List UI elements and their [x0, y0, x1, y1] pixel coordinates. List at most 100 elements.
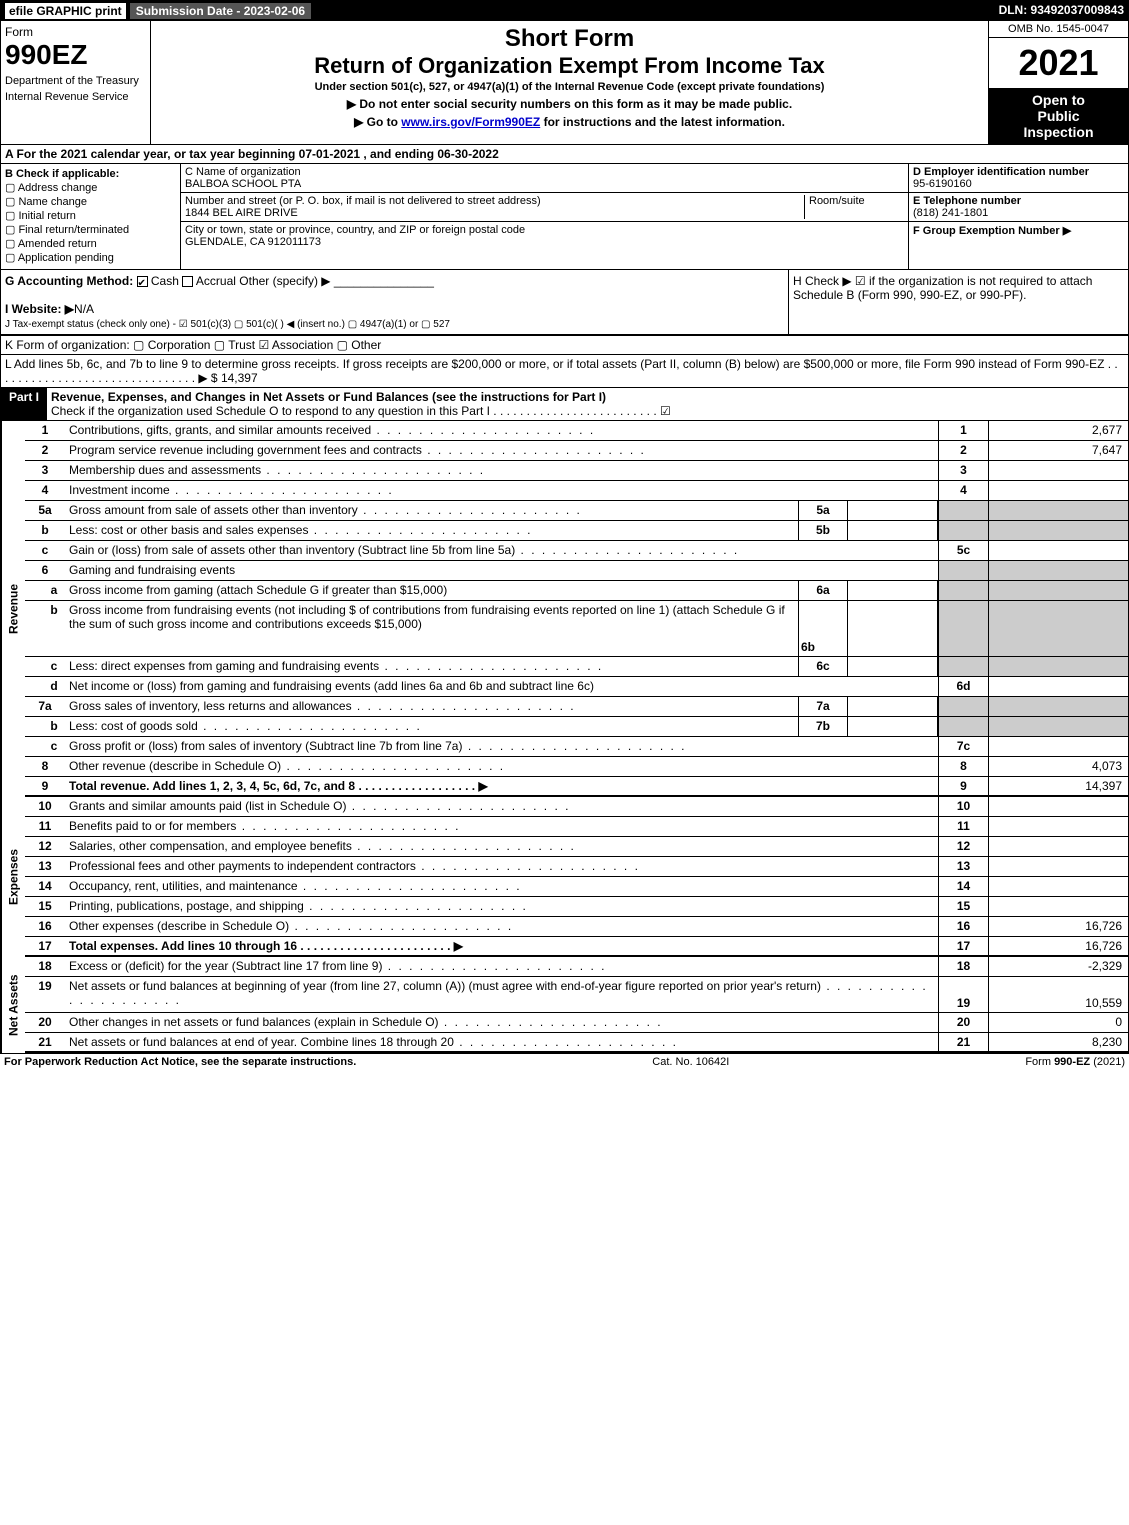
omb-number: OMB No. 1545-0047	[989, 21, 1128, 38]
column-b: B Check if applicable: ▢ Address change …	[1, 164, 181, 269]
row-g-h: G Accounting Method: Cash Accrual Other …	[1, 270, 1128, 335]
line-19: 19 Net assets or fund balances at beginn…	[25, 977, 1128, 1013]
line-20: 20 Other changes in net assets or fund b…	[25, 1013, 1128, 1033]
line-19-value: 10,559	[988, 977, 1128, 1012]
checkbox-address-change[interactable]: ▢ Address change	[5, 181, 176, 194]
line-5c-value	[988, 541, 1128, 560]
checkbox-final-return[interactable]: ▢ Final return/terminated	[5, 223, 176, 236]
part1-header-row: Part I Revenue, Expenses, and Changes in…	[1, 388, 1128, 421]
city-label: City or town, state or province, country…	[185, 224, 904, 236]
top-bar: efile GRAPHIC print Submission Date - 20…	[1, 1, 1128, 21]
line-6b: b Gross income from fundraising events (…	[25, 601, 1128, 657]
title-main: Return of Organization Exempt From Incom…	[155, 53, 984, 79]
line-14: 14 Occupancy, rent, utilities, and maint…	[25, 877, 1128, 897]
line-16-value: 16,726	[988, 917, 1128, 936]
line-11: 11 Benefits paid to or for members 11	[25, 817, 1128, 837]
column-c: C Name of organization BALBOA SCHOOL PTA…	[181, 164, 908, 269]
subtitle: Under section 501(c), 527, or 4947(a)(1)…	[155, 81, 984, 93]
group-exemption-row: F Group Exemption Number ▶	[909, 222, 1128, 239]
group-exemption-label: F Group Exemption Number ▶	[913, 225, 1071, 237]
g-label: G Accounting Method:	[5, 274, 133, 288]
instruction-1: ▶ Do not enter social security numbers o…	[155, 97, 984, 111]
org-name-label: C Name of organization	[185, 166, 904, 178]
line-6: 6 Gaming and fundraising events	[25, 561, 1128, 581]
line-17: 17 Total expenses. Add lines 10 through …	[25, 937, 1128, 957]
line-8-value: 4,073	[988, 757, 1128, 776]
other-specify: Other (specify) ▶	[239, 274, 330, 288]
city-row: City or town, state or province, country…	[181, 222, 908, 250]
line-10: 10 Grants and similar amounts paid (list…	[25, 797, 1128, 817]
header-center: Short Form Return of Organization Exempt…	[151, 21, 988, 144]
j-tax-exempt: J Tax-exempt status (check only one) - ☑…	[5, 319, 450, 330]
instruction-2: ▶ Go to www.irs.gov/Form990EZ for instru…	[155, 115, 984, 129]
checkbox-name-change[interactable]: ▢ Name change	[5, 195, 176, 208]
checkbox-initial-return[interactable]: ▢ Initial return	[5, 209, 176, 222]
instr2-pre: ▶ Go to	[354, 115, 401, 129]
line-7a: 7a Gross sales of inventory, less return…	[25, 697, 1128, 717]
phone-value: (818) 241-1801	[913, 207, 988, 219]
row-l-text: L Add lines 5b, 6c, and 7b to line 9 to …	[5, 357, 1118, 385]
topbar-left: efile GRAPHIC print Submission Date - 20…	[5, 3, 311, 19]
line-21: 21 Net assets or fund balances at end of…	[25, 1033, 1128, 1053]
org-name: BALBOA SCHOOL PTA	[185, 178, 904, 190]
header-left: Form 990EZ Department of the Treasury In…	[1, 21, 151, 144]
checkbox-amended-return[interactable]: ▢ Amended return	[5, 237, 176, 250]
part1-label: Part I	[1, 388, 47, 420]
footer-left: For Paperwork Reduction Act Notice, see …	[4, 1056, 356, 1068]
line-21-value: 8,230	[988, 1033, 1128, 1051]
netassets-table: Net Assets 18 Excess or (deficit) for th…	[1, 957, 1128, 1053]
form-container: efile GRAPHIC print Submission Date - 20…	[0, 0, 1129, 1054]
org-name-row: C Name of organization BALBOA SCHOOL PTA	[181, 164, 908, 193]
inspection-box: Open to Public Inspection	[989, 88, 1128, 144]
form-number: 990EZ	[5, 39, 146, 71]
section-a-text: A For the 2021 calendar year, or tax yea…	[5, 147, 499, 161]
footer-center: Cat. No. 10642I	[652, 1056, 729, 1068]
checkbox-application-pending[interactable]: ▢ Application pending	[5, 251, 176, 264]
form-header: Form 990EZ Department of the Treasury In…	[1, 21, 1128, 145]
i-label: I Website: ▶	[5, 302, 74, 316]
line-7b: b Less: cost of goods sold 7b	[25, 717, 1128, 737]
line-7c-value	[988, 737, 1128, 756]
efile-print-label[interactable]: efile GRAPHIC print	[5, 3, 126, 19]
submission-date: Submission Date - 2023-02-06	[130, 3, 311, 19]
expenses-table: Expenses 10 Grants and similar amounts p…	[1, 797, 1128, 957]
line-15-value	[988, 897, 1128, 916]
inspect-line2: Public	[993, 108, 1124, 124]
line-9-value: 14,397	[988, 777, 1128, 795]
line-8: 8 Other revenue (describe in Schedule O)…	[25, 757, 1128, 777]
line-10-value	[988, 797, 1128, 816]
line-17-value: 16,726	[988, 937, 1128, 955]
line-4: 4 Investment income 4	[25, 481, 1128, 501]
part1-title: Revenue, Expenses, and Changes in Net As…	[51, 390, 606, 404]
h-check-row: H Check ▶ ☑ if the organization is not r…	[788, 270, 1128, 334]
line-1-value: 2,677	[988, 421, 1128, 440]
line-12-value	[988, 837, 1128, 856]
form-word: Form	[5, 25, 146, 39]
irs-link[interactable]: www.irs.gov/Form990EZ	[401, 115, 540, 129]
revenue-table: Revenue 1 Contributions, gifts, grants, …	[1, 421, 1128, 797]
section-a: A For the 2021 calendar year, or tax yea…	[1, 145, 1128, 164]
line-5c: c Gain or (loss) from sale of assets oth…	[25, 541, 1128, 561]
line-1: 1 Contributions, gifts, grants, and simi…	[25, 421, 1128, 441]
addr-value: 1844 BEL AIRE DRIVE	[185, 207, 804, 219]
city-value: GLENDALE, CA 912011173	[185, 236, 904, 248]
line-5a: 5a Gross amount from sale of assets othe…	[25, 501, 1128, 521]
line-20-value: 0	[988, 1013, 1128, 1032]
checkbox-cash[interactable]	[137, 276, 148, 287]
phone-row: E Telephone number (818) 241-1801	[909, 193, 1128, 222]
line-13-value	[988, 857, 1128, 876]
line-15: 15 Printing, publications, postage, and …	[25, 897, 1128, 917]
line-13: 13 Professional fees and other payments …	[25, 857, 1128, 877]
header-right: OMB No. 1545-0047 2021 Open to Public In…	[988, 21, 1128, 144]
dept-line2: Internal Revenue Service	[5, 91, 146, 103]
row-l: L Add lines 5b, 6c, and 7b to line 9 to …	[1, 355, 1128, 388]
accounting-method-row: G Accounting Method: Cash Accrual Other …	[1, 270, 788, 334]
revenue-side-label: Revenue	[1, 421, 25, 797]
line-12: 12 Salaries, other compensation, and emp…	[25, 837, 1128, 857]
line-6a: a Gross income from gaming (attach Sched…	[25, 581, 1128, 601]
row-k: K Form of organization: ▢ Corporation ▢ …	[1, 335, 1128, 355]
checkbox-accrual[interactable]	[182, 276, 193, 287]
line-5b: b Less: cost or other basis and sales ex…	[25, 521, 1128, 541]
tax-year: 2021	[989, 38, 1128, 88]
netassets-side-label: Net Assets	[1, 957, 25, 1053]
